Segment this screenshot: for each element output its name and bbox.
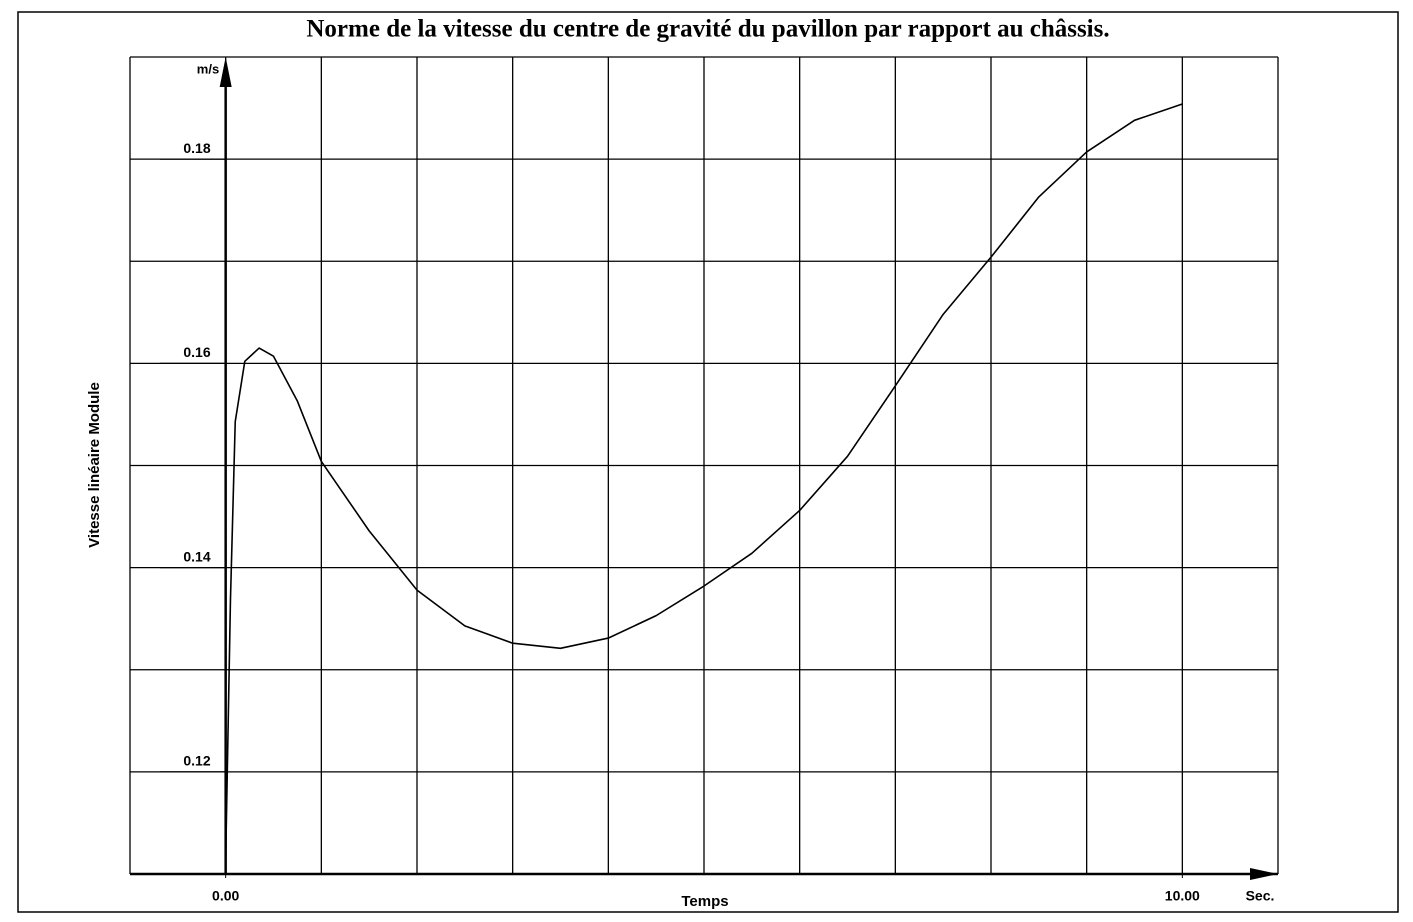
y-axis-label: Vitesse linéaire Module	[86, 382, 103, 548]
y-tick-label: 0.14	[183, 548, 210, 564]
y-tick-label: 0.16	[183, 344, 210, 360]
x-axis-label: Temps	[681, 893, 728, 910]
x-axis-arrow	[1250, 868, 1278, 880]
data-line	[224, 103, 1183, 860]
x-tick-label: 0.00	[212, 888, 239, 904]
frame	[17, 11, 1399, 913]
chart-title: Norme de la vitesse du centre de gravité…	[306, 16, 1109, 43]
y-unit: m/s	[197, 61, 219, 76]
y-tick-label: 0.12	[183, 753, 210, 769]
y-axis-arrow	[219, 57, 232, 87]
y-tick-label: 0.18	[183, 140, 210, 156]
x-unit: Sec.	[1246, 888, 1275, 904]
x-tick-label: 10.00	[1165, 888, 1200, 904]
